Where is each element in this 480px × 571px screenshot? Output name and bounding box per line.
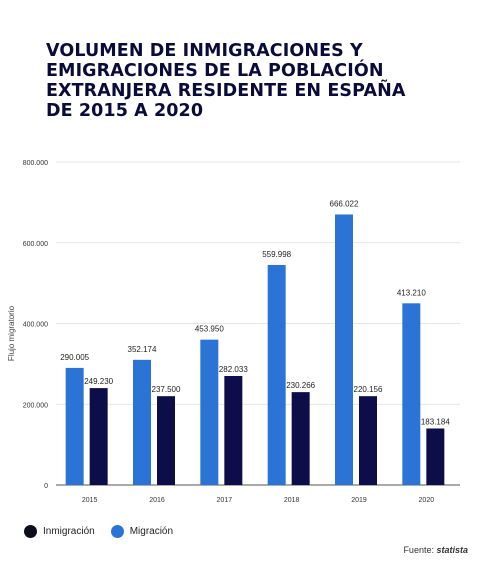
title-line-1: VOLUMEN DE INMIGRACIONES Y — [46, 41, 363, 61]
legend: Inmigración Migración — [24, 525, 189, 538]
source-name: statista — [436, 545, 468, 555]
title-line-4: DE 2015 A 2020 — [46, 101, 204, 121]
y-tick-label-2: 400.000 — [23, 322, 48, 329]
data-label-migracion-2016: 352.174 — [128, 345, 157, 354]
title-line-3: EXTRANJERA RESIDENTE EN ESPAÑA — [46, 81, 406, 101]
bar-migracion-2019 — [335, 214, 353, 486]
data-label-migracion-2018: 559.998 — [262, 250, 291, 259]
bar-inmigracion-2018 — [291, 392, 310, 485]
title-line-2: EMIGRACIONES DE LA POBLACIÓN — [46, 61, 384, 81]
legend-label-migracion: Migración — [129, 526, 174, 537]
x-tick-label-2019: 2019 — [351, 497, 367, 504]
bar-chart: 0 200.000 400.000 600.000 800.000 Flujo migra… — [7, 160, 460, 504]
legend-swatch-migracion — [110, 525, 124, 538]
data-label-inmigracion-2020: 183.184 — [421, 417, 450, 426]
y-tick-label-1: 200.000 — [23, 402, 48, 409]
data-label-inmigracion-2018: 230.266 — [286, 381, 315, 390]
x-tick-label-2016: 2016 — [149, 497, 165, 504]
data-label-inmigracion-2019: 220.156 — [354, 385, 383, 394]
y-tick-label-4: 800.000 — [23, 160, 48, 167]
x-tick-label-2017: 2017 — [217, 497, 233, 504]
bar-inmigracion-2015 — [89, 388, 108, 485]
legend-item-migracion: Migración — [110, 525, 174, 538]
bar-migracion-2017 — [200, 339, 219, 485]
x-tick-label-2018: 2018 — [284, 497, 300, 504]
bar-inmigracion-2016 — [157, 396, 175, 485]
bar-migracion-2018 — [267, 264, 286, 485]
data-label-migracion-2019: 666.022 — [330, 199, 359, 208]
data-label-inmigracion-2017: 282.033 — [219, 365, 248, 374]
legend-item-inmigracion: Inmigración — [24, 525, 95, 538]
bar-inmigracion-2017 — [224, 375, 243, 485]
bar-migracion-2015 — [65, 367, 84, 485]
source-note: Fuente: statista — [403, 545, 468, 555]
data-label-inmigracion-2016: 237.500 — [152, 385, 181, 394]
bar-inmigracion-2020 — [426, 428, 445, 485]
bar-migracion-2020 — [402, 303, 421, 485]
x-tick-label-2020: 2020 — [419, 497, 435, 504]
source-label: Fuente: — [403, 545, 434, 555]
y-tick-label-3: 600.000 — [23, 241, 48, 248]
chart-title: VOLUMEN DE INMIGRACIONES Y EMIGRACIONES … — [46, 41, 446, 121]
bar-inmigracion-2019 — [359, 396, 377, 485]
y-tick-label-0: 0 — [44, 483, 48, 490]
data-label-migracion-2020: 413.210 — [397, 288, 426, 297]
data-label-inmigracion-2015: 249.230 — [84, 377, 113, 386]
x-tick-label-2015: 2015 — [82, 497, 98, 504]
legend-label-inmigracion: Inmigración — [43, 526, 95, 537]
y-axis-label: Flujo migratorio — [7, 305, 16, 361]
legend-swatch-inmigracion — [24, 525, 37, 538]
data-label-migracion-2015: 290.005 — [60, 353, 89, 362]
bar-migracion-2016 — [133, 359, 151, 485]
data-label-migracion-2017: 453.950 — [195, 325, 224, 334]
